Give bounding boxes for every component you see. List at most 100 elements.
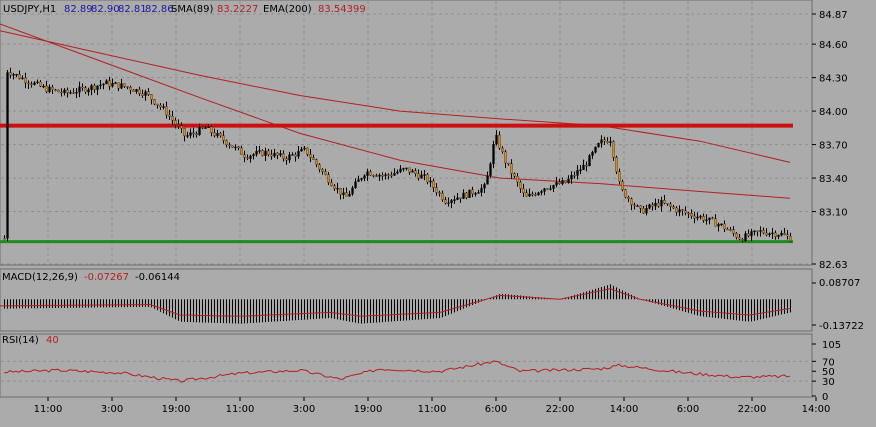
candle-body bbox=[786, 234, 789, 237]
rsi-pane[interactable] bbox=[0, 333, 813, 398]
candle-body bbox=[453, 199, 456, 201]
candle-body bbox=[585, 164, 588, 167]
candle-body bbox=[558, 182, 561, 185]
candle-body bbox=[534, 194, 537, 196]
candle-body bbox=[150, 94, 153, 100]
candle-body bbox=[354, 181, 357, 189]
candle-body bbox=[579, 169, 582, 171]
candle-body bbox=[291, 154, 294, 156]
candle-body bbox=[411, 170, 414, 173]
candle-body bbox=[654, 202, 657, 207]
candle-body bbox=[711, 217, 714, 219]
candle-body bbox=[573, 175, 576, 177]
candle-body bbox=[720, 223, 723, 226]
candle-body bbox=[237, 146, 240, 149]
candle-body bbox=[3, 238, 6, 240]
candle-body bbox=[594, 146, 597, 153]
candle-body bbox=[756, 230, 759, 233]
candle-body bbox=[537, 192, 540, 196]
candle-body bbox=[12, 74, 15, 76]
candle-body bbox=[252, 154, 255, 157]
candle-body bbox=[36, 81, 39, 84]
candle-body bbox=[240, 147, 243, 155]
candle-body bbox=[294, 154, 297, 157]
moving-average-lines bbox=[0, 23, 791, 199]
candle-body bbox=[762, 230, 765, 234]
candle-body bbox=[438, 192, 441, 194]
candle-body bbox=[681, 209, 684, 211]
candle-body bbox=[555, 182, 558, 186]
candle-body bbox=[390, 174, 393, 177]
candle-body bbox=[96, 85, 99, 90]
candle-body bbox=[552, 184, 555, 189]
candle-body bbox=[753, 230, 756, 233]
candle-body bbox=[603, 139, 606, 142]
candle-body bbox=[84, 87, 87, 93]
candle-body bbox=[567, 178, 570, 183]
candle-body bbox=[9, 72, 12, 76]
candle-body bbox=[546, 188, 549, 190]
candle-body bbox=[348, 193, 351, 197]
candle-body bbox=[168, 114, 171, 117]
candle-body bbox=[642, 208, 645, 214]
candle-body bbox=[45, 85, 48, 92]
candle-body bbox=[765, 232, 768, 236]
candle-body bbox=[234, 146, 237, 149]
candle-body bbox=[207, 126, 210, 128]
candle-body bbox=[228, 144, 231, 146]
candle-body bbox=[309, 154, 312, 158]
candle-body bbox=[705, 219, 708, 221]
rsi-tick-label: 70 bbox=[822, 357, 835, 368]
candle-body bbox=[87, 89, 90, 93]
candle-body bbox=[243, 154, 246, 158]
candle-body bbox=[513, 173, 516, 177]
candle-body bbox=[57, 89, 60, 93]
candle-body bbox=[600, 139, 603, 144]
candle-body bbox=[300, 149, 303, 152]
candle-body bbox=[231, 145, 234, 148]
candle-body bbox=[111, 83, 114, 87]
candle-body bbox=[468, 189, 471, 198]
rsi-tick-label: 105 bbox=[822, 340, 841, 351]
candle-body bbox=[378, 174, 381, 177]
macd-axis-bottom: -0.13722 bbox=[819, 321, 864, 332]
candle-body bbox=[426, 174, 429, 183]
candle-body bbox=[261, 150, 264, 156]
candle-body bbox=[714, 218, 717, 227]
candle-body bbox=[633, 204, 636, 206]
macd-histogram bbox=[0, 284, 791, 324]
candle-body bbox=[747, 233, 750, 236]
candle-body bbox=[279, 153, 282, 156]
candle-body bbox=[729, 229, 732, 231]
low-value: 82.81 bbox=[118, 4, 147, 15]
time-tick-label: 3:00 bbox=[101, 404, 123, 415]
price-pane[interactable] bbox=[0, 0, 813, 266]
candle-body bbox=[192, 132, 195, 135]
candle-body bbox=[741, 239, 744, 241]
candle-body bbox=[135, 89, 138, 92]
candle-body bbox=[732, 229, 735, 234]
candle-body bbox=[288, 154, 291, 161]
candle-body bbox=[528, 193, 531, 197]
candle-body bbox=[405, 167, 408, 170]
rsi-label: RSI(14) bbox=[2, 335, 39, 346]
candle-body bbox=[225, 140, 228, 145]
price-tick-label: 84.00 bbox=[819, 107, 848, 118]
candle-body bbox=[651, 204, 654, 207]
candle-body bbox=[54, 89, 57, 91]
candle-body bbox=[198, 127, 201, 136]
rsi-value: 40 bbox=[46, 335, 59, 346]
candle-body bbox=[381, 174, 384, 177]
rsi-tick-label: 50 bbox=[822, 367, 835, 378]
time-tick-label: 3:00 bbox=[293, 404, 315, 415]
candle-body bbox=[627, 197, 630, 199]
candle-body bbox=[384, 174, 387, 176]
candle-body bbox=[474, 193, 477, 195]
candle-body bbox=[366, 171, 369, 176]
candle-body bbox=[402, 168, 405, 170]
candle-body bbox=[342, 192, 345, 195]
time-tick-label: 14:00 bbox=[802, 404, 831, 415]
time-tick-label: 11:00 bbox=[34, 404, 63, 415]
